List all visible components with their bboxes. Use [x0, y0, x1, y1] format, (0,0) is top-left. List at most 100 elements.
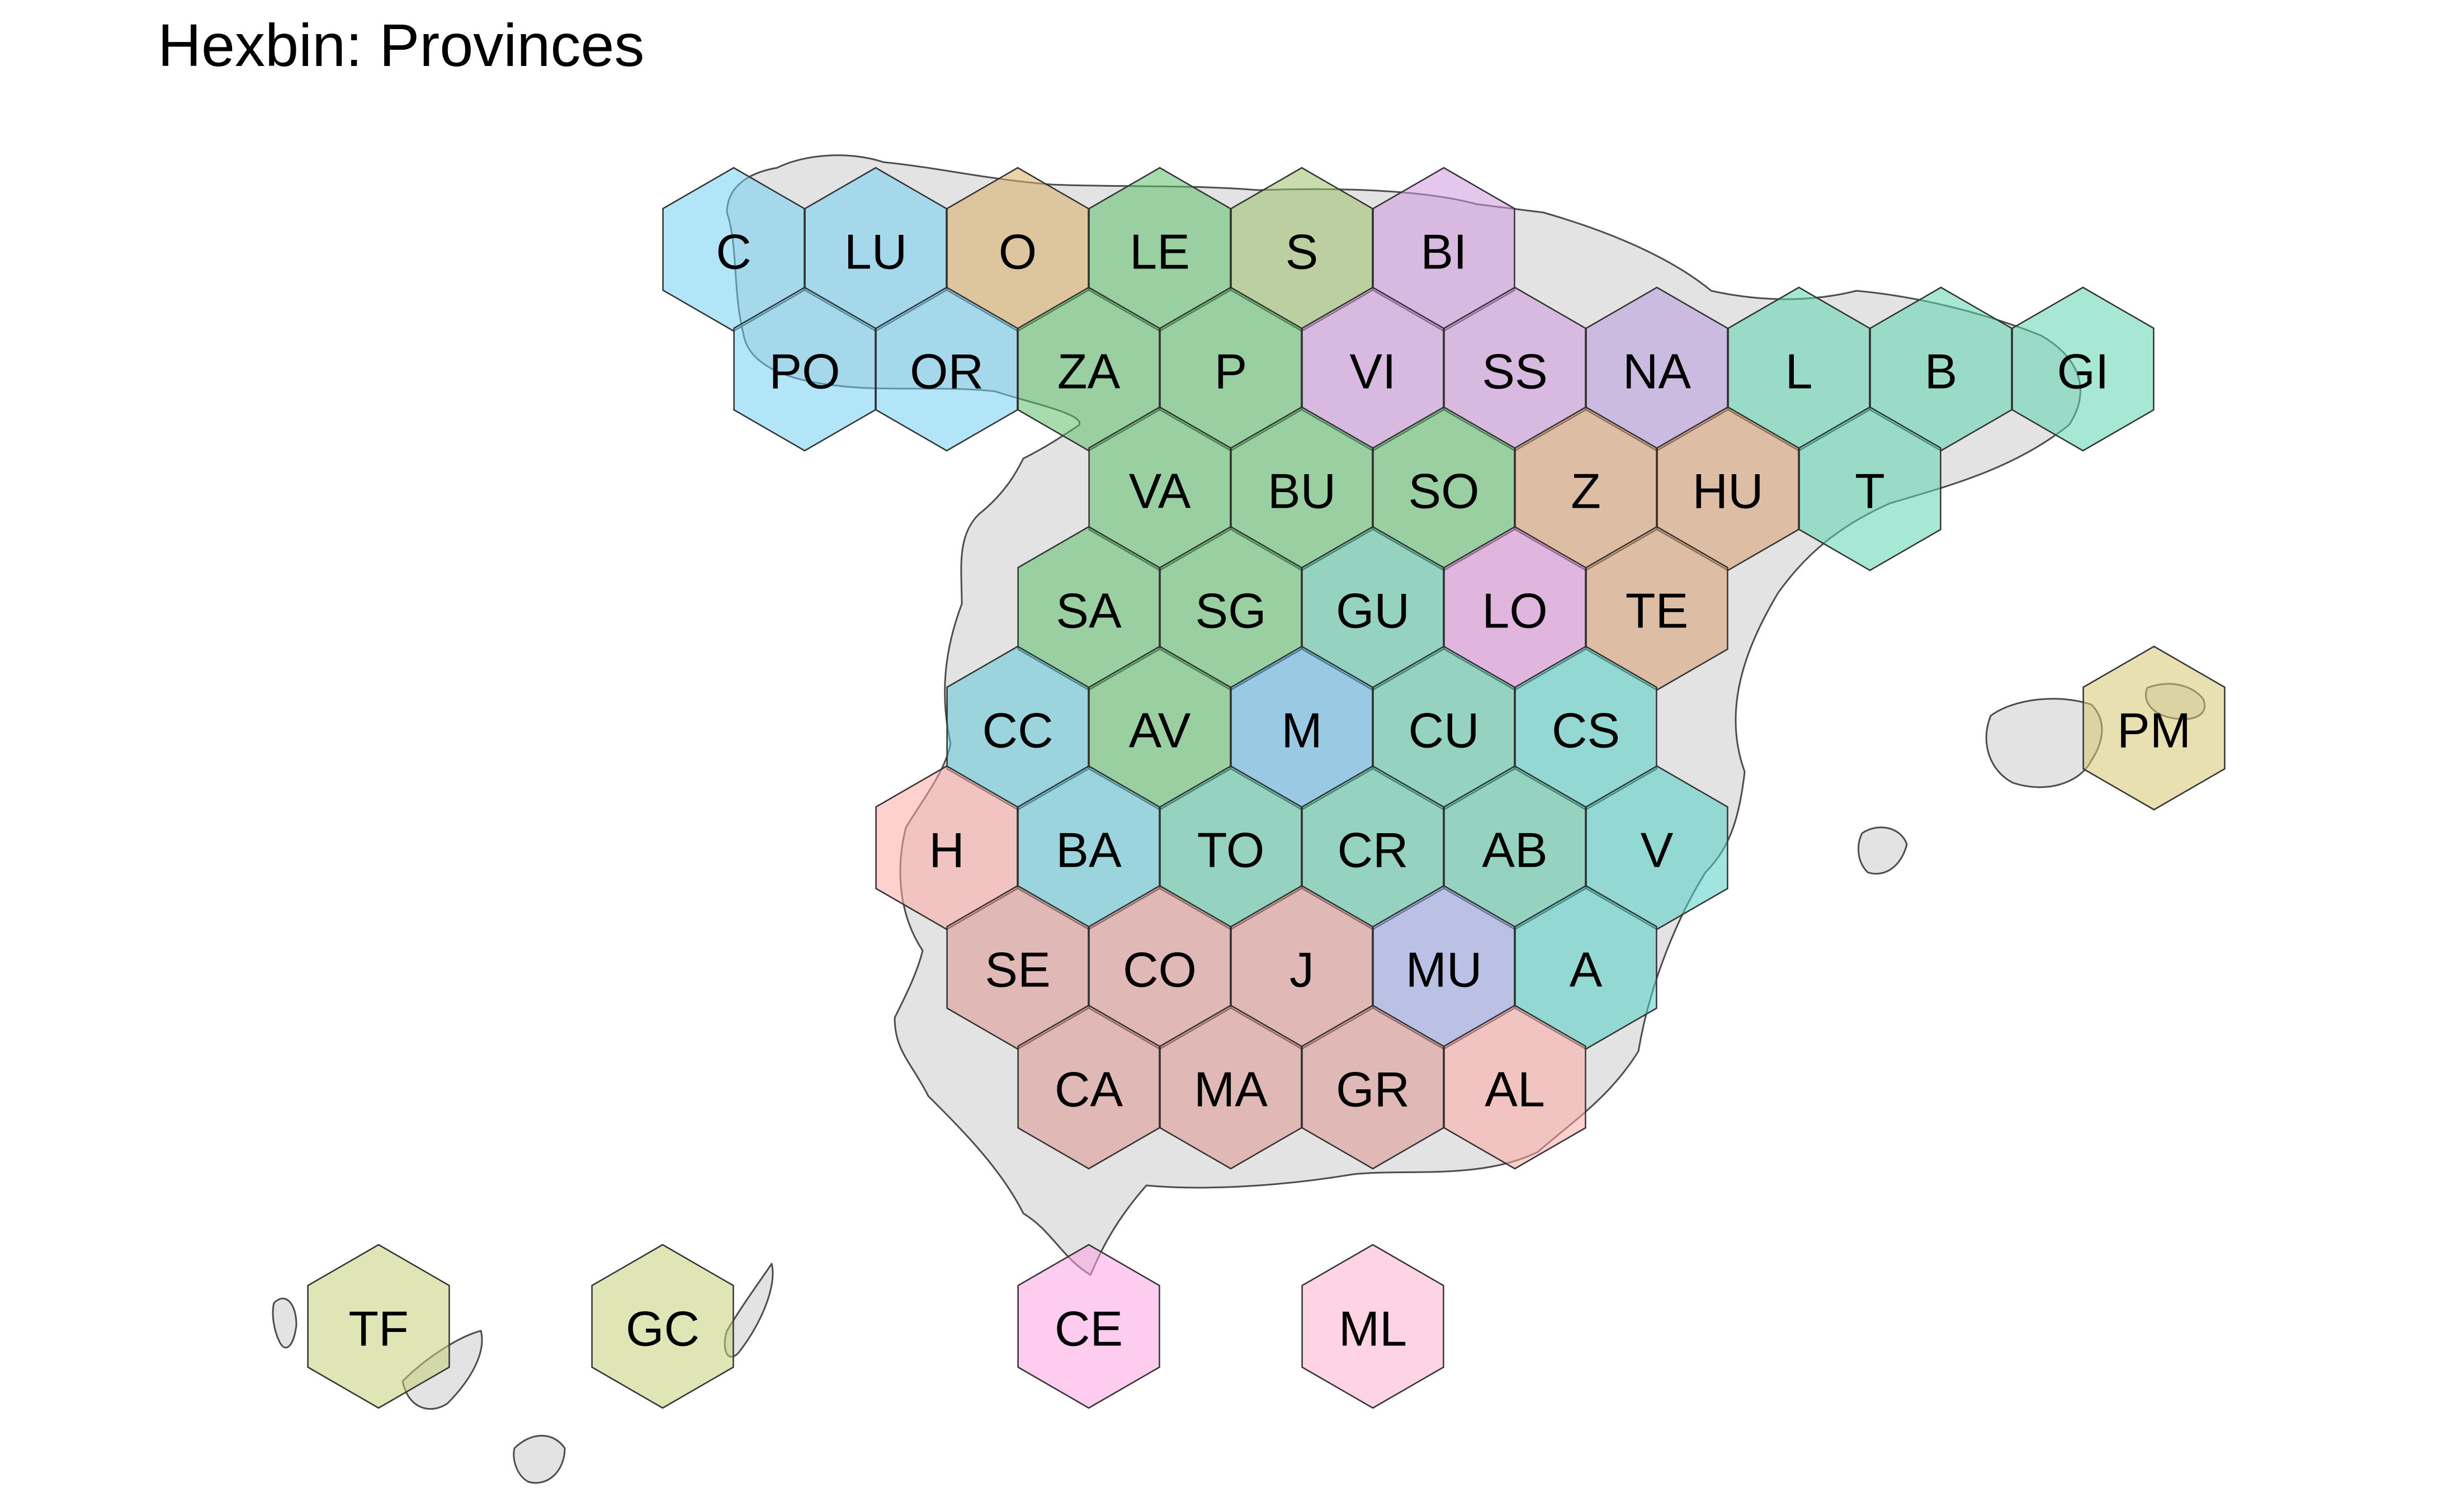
province-hex-so: SO [1372, 406, 1515, 571]
hexagon [307, 1244, 450, 1409]
province-hex-cr: CR [1301, 765, 1444, 930]
province-label: BI [1420, 224, 1467, 280]
province-label: VI [1349, 344, 1396, 399]
province-hex-z: Z [1514, 406, 1657, 571]
province-label: BU [1268, 464, 1336, 519]
province-label: PM [2117, 703, 2191, 758]
province-hex-h: H [875, 765, 1018, 930]
province-label: CC [982, 703, 1053, 758]
province-label: OR [910, 344, 984, 399]
hexagon [2011, 286, 2155, 452]
la-palma-outline [272, 1297, 297, 1349]
province-label: GU [1336, 583, 1410, 639]
hexagon [1443, 1004, 1586, 1170]
gran-canaria-outline [513, 1435, 566, 1484]
province-label: VA [1129, 464, 1191, 519]
province-label: V [1641, 823, 1674, 878]
province-label: O [999, 224, 1037, 280]
province-label: GC [626, 1301, 700, 1357]
province-hex-al: AL [1443, 1004, 1586, 1170]
province-label: NA [1623, 344, 1692, 399]
ibiza-outline [1857, 826, 1908, 875]
province-hex-o: O [946, 167, 1089, 332]
hexagon [591, 1244, 734, 1409]
province-label: B [1925, 344, 1958, 399]
province-hex-bu: BU [1230, 406, 1373, 571]
province-hex-ca: CA [1017, 1004, 1160, 1170]
province-label: TE [1626, 583, 1688, 639]
province-hex-a: A [1514, 885, 1657, 1050]
province-label: MA [1194, 1062, 1268, 1117]
province-label: CA [1055, 1062, 1123, 1117]
province-hex-pm: PM [2082, 645, 2226, 811]
province-label: SS [1482, 344, 1547, 399]
province-hex-na: NA [1585, 286, 1728, 452]
province-hex-lo: LO [1443, 526, 1586, 691]
province-hex-za: ZA [1017, 286, 1160, 452]
province-hex-gi: GI [2011, 286, 2155, 452]
province-label: S [1286, 224, 1319, 280]
province-label: AL [1485, 1062, 1545, 1117]
province-hex-lu: LU [804, 167, 947, 332]
hexagon [1301, 1244, 1444, 1409]
province-label: ZA [1057, 344, 1121, 399]
province-hex-to: TO [1159, 765, 1302, 930]
province-label: P [1215, 344, 1248, 399]
province-hex-cc: CC [946, 645, 1089, 811]
province-label: PO [769, 344, 840, 399]
province-hex-va: VA [1088, 406, 1231, 571]
province-label: CU [1408, 703, 1479, 758]
province-label: J [1289, 942, 1314, 998]
province-hex-gc: GC [591, 1244, 734, 1409]
province-hex-cs: CS [1514, 645, 1657, 811]
province-label: LU [844, 224, 908, 280]
province-hex-ss: SS [1443, 286, 1586, 452]
province-label: LE [1130, 224, 1190, 280]
province-label: T [1855, 464, 1885, 519]
province-label: H [929, 823, 965, 878]
province-hex-m: M [1230, 645, 1373, 811]
province-label: ML [1339, 1301, 1407, 1357]
province-label: SO [1408, 464, 1479, 519]
province-label: C [716, 224, 752, 280]
province-label: LO [1482, 583, 1547, 639]
province-label: SA [1056, 583, 1122, 639]
province-hex-gr: GR [1301, 1004, 1444, 1170]
province-hex-hu: HU [1656, 406, 1799, 571]
province-label: Z [1571, 464, 1601, 519]
hexagon [1017, 1244, 1160, 1409]
province-label: SE [985, 942, 1050, 998]
province-label: BA [1056, 823, 1122, 878]
province-label: AV [1129, 703, 1191, 758]
province-hex-ml: ML [1301, 1244, 1444, 1409]
province-label: CR [1337, 823, 1408, 878]
province-hex-mu: MU [1372, 885, 1515, 1050]
province-label: CO [1123, 942, 1197, 998]
province-hex-te: TE [1585, 526, 1728, 691]
province-hex-co: CO [1088, 885, 1231, 1050]
province-hex-ce: CE [1017, 1244, 1160, 1409]
province-hex-sa: SA [1017, 526, 1160, 691]
province-hex-or: OR [875, 286, 1018, 452]
province-hex-v: V [1585, 765, 1728, 930]
province-label: TF [348, 1301, 409, 1357]
province-label: CE [1055, 1301, 1123, 1357]
province-hex-se: SE [946, 885, 1089, 1050]
province-label: TO [1197, 823, 1265, 878]
province-label: AB [1482, 823, 1547, 878]
province-hex-p: P [1159, 286, 1302, 452]
map-title: Hexbin: Provinces [158, 11, 645, 79]
province-label: GR [1336, 1062, 1410, 1117]
hexagon [2082, 645, 2226, 811]
province-label: CS [1552, 703, 1620, 758]
province-label: SG [1195, 583, 1266, 639]
province-label: GI [2057, 344, 2109, 399]
province-hex-tf: TF [307, 1244, 450, 1409]
province-label: L [1785, 344, 1813, 399]
province-hex-bi: BI [1372, 167, 1515, 332]
province-hex-t: T [1798, 406, 1941, 571]
province-label: A [1570, 942, 1603, 998]
province-label: MU [1406, 942, 1482, 998]
